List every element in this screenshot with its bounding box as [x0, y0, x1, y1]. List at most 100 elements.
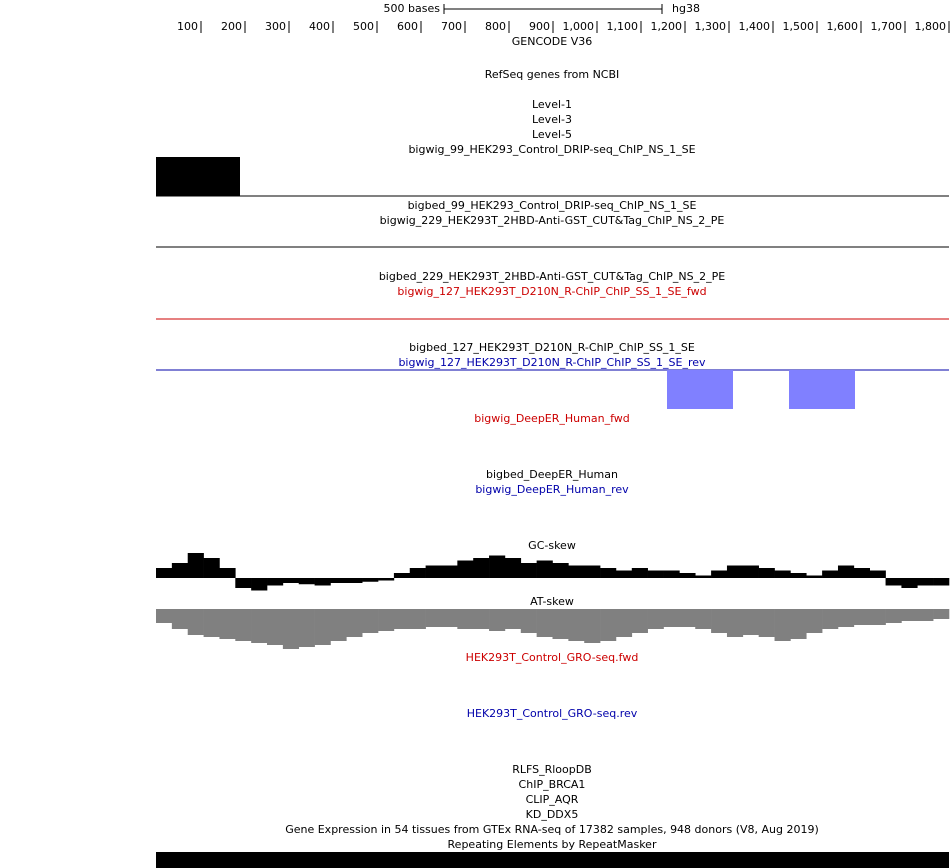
track-label: Level-1	[532, 98, 572, 111]
gc-skew-bar	[203, 558, 220, 578]
at-skew-bar	[647, 609, 664, 629]
signal-block	[156, 157, 240, 196]
track-label: GENCODE V36	[512, 35, 592, 48]
at-skew-bar	[901, 609, 918, 621]
scale-label: 500 bases	[384, 2, 441, 15]
gc-skew-bar	[362, 578, 379, 582]
gc-skew-bar	[536, 560, 553, 578]
track-label: bigwig_99_HEK293_Control_DRIP-seq_ChIP_N…	[408, 143, 695, 156]
at-skew-bar	[298, 609, 315, 647]
gc-skew-bar	[600, 568, 617, 578]
gc-skew-bar	[346, 578, 363, 583]
at-skew-bar	[663, 609, 680, 627]
gc-skew-bar	[853, 568, 870, 578]
gc-skew-bar	[568, 565, 585, 578]
at-skew-bar	[536, 609, 553, 637]
gc-skew-bar	[425, 565, 442, 578]
gc-skew-bar	[663, 570, 680, 578]
ruler-tick-label: 200	[221, 20, 242, 33]
ruler-tick-label: 400	[309, 20, 330, 33]
track-label: GC-skew	[528, 539, 576, 552]
gc-skew-bar	[282, 578, 300, 583]
gc-skew-bar	[171, 563, 189, 578]
track-label: ChIP_BRCA1	[519, 778, 586, 791]
gc-skew-bar	[647, 570, 664, 578]
gc-skew-bar	[901, 578, 918, 588]
gc-skew-bar	[615, 570, 633, 578]
ruler-tick-label: 500	[353, 20, 374, 33]
repeat-bar	[156, 852, 949, 868]
signal-block	[789, 370, 855, 409]
at-skew-bar	[679, 609, 696, 627]
at-skew-bar	[631, 609, 648, 633]
gc-skew-bar	[758, 568, 775, 578]
at-skew-bar	[441, 609, 458, 627]
ruler-tick-label: 600	[397, 20, 418, 33]
track-label: RefSeq genes from NCBI	[485, 68, 620, 81]
at-skew-bar	[695, 609, 712, 629]
at-skew-bar	[837, 609, 855, 627]
track-label: KD_DDX5	[526, 808, 579, 821]
track-label: Level-5	[532, 128, 572, 141]
track-label: HEK293T_Control_GRO-seq.rev	[467, 707, 638, 720]
track-label: bigbed_99_HEK293_Control_DRIP-seq_ChIP_N…	[408, 199, 697, 212]
ruler-tick-label: 1,600	[827, 20, 859, 33]
ruler-tick-label: 800	[485, 20, 506, 33]
at-skew-bar	[282, 609, 300, 649]
at-skew-bar	[489, 609, 506, 631]
at-skew-bar	[409, 609, 426, 629]
ruler-tick-label: 700	[441, 20, 462, 33]
ruler-tick-label: 1,400	[739, 20, 771, 33]
gc-skew-bar	[742, 565, 759, 578]
at-skew-bar	[822, 609, 839, 629]
ruler-tick-label: 300	[265, 20, 286, 33]
at-skew-bar	[869, 609, 886, 625]
ruler-tick-label: 1,500	[783, 20, 815, 33]
gc-skew-bar	[314, 578, 331, 586]
track-label: bigbed_229_HEK293T_2HBD-Anti-GST_CUT&Tag…	[379, 270, 725, 283]
gc-skew-bar	[584, 565, 601, 578]
gc-skew-bar	[711, 570, 728, 578]
at-skew-bar	[933, 609, 950, 619]
at-skew-bar	[806, 609, 823, 633]
at-skew-bar	[520, 609, 537, 633]
gc-skew-bar	[267, 578, 284, 586]
gc-skew-bar	[378, 578, 395, 581]
at-skew-bar	[600, 609, 617, 641]
at-skew-bar	[790, 609, 807, 639]
at-skew-bar	[853, 609, 870, 625]
at-skew-bar	[504, 609, 522, 629]
ruler-tick-label: 1,300	[695, 20, 727, 33]
gc-skew-bar	[298, 578, 315, 585]
gc-skew-bar	[679, 573, 696, 578]
ruler-tick-label: 1,100	[607, 20, 639, 33]
gc-skew-bar	[504, 558, 522, 578]
gc-skew-bar	[822, 570, 839, 578]
ruler-tick-label: 900	[529, 20, 550, 33]
track-label: RLFS_RloopDB	[512, 763, 592, 776]
gc-skew-bar	[631, 568, 648, 578]
track-label: Repeating Elements by RepeatMasker	[448, 838, 657, 851]
gc-skew-bar	[489, 555, 506, 578]
at-skew-bar	[885, 609, 902, 623]
track-label: bigwig_DeepER_Human_rev	[475, 483, 629, 496]
ruler-tick-label: 100	[177, 20, 198, 33]
gc-skew-bar	[726, 565, 744, 578]
at-skew-bar	[251, 609, 268, 643]
gc-skew-bar	[235, 578, 252, 588]
at-skew-bar	[203, 609, 220, 637]
gc-skew-bar	[219, 568, 236, 578]
track-label: Level-3	[532, 113, 572, 126]
gc-skew-bar	[933, 578, 950, 586]
gc-skew-bar	[520, 563, 537, 578]
at-skew-bar	[330, 609, 347, 641]
at-skew-bar	[171, 609, 189, 629]
at-skew-bar	[568, 609, 585, 641]
track-label: CLIP_AQR	[526, 793, 579, 806]
ruler-tick-label: 1,700	[871, 20, 903, 33]
at-skew-bar	[314, 609, 331, 645]
gc-skew-bar	[187, 553, 204, 578]
gc-skew-bar	[917, 578, 934, 586]
gc-skew-bar	[156, 568, 173, 578]
gc-skew-bar	[869, 570, 886, 578]
